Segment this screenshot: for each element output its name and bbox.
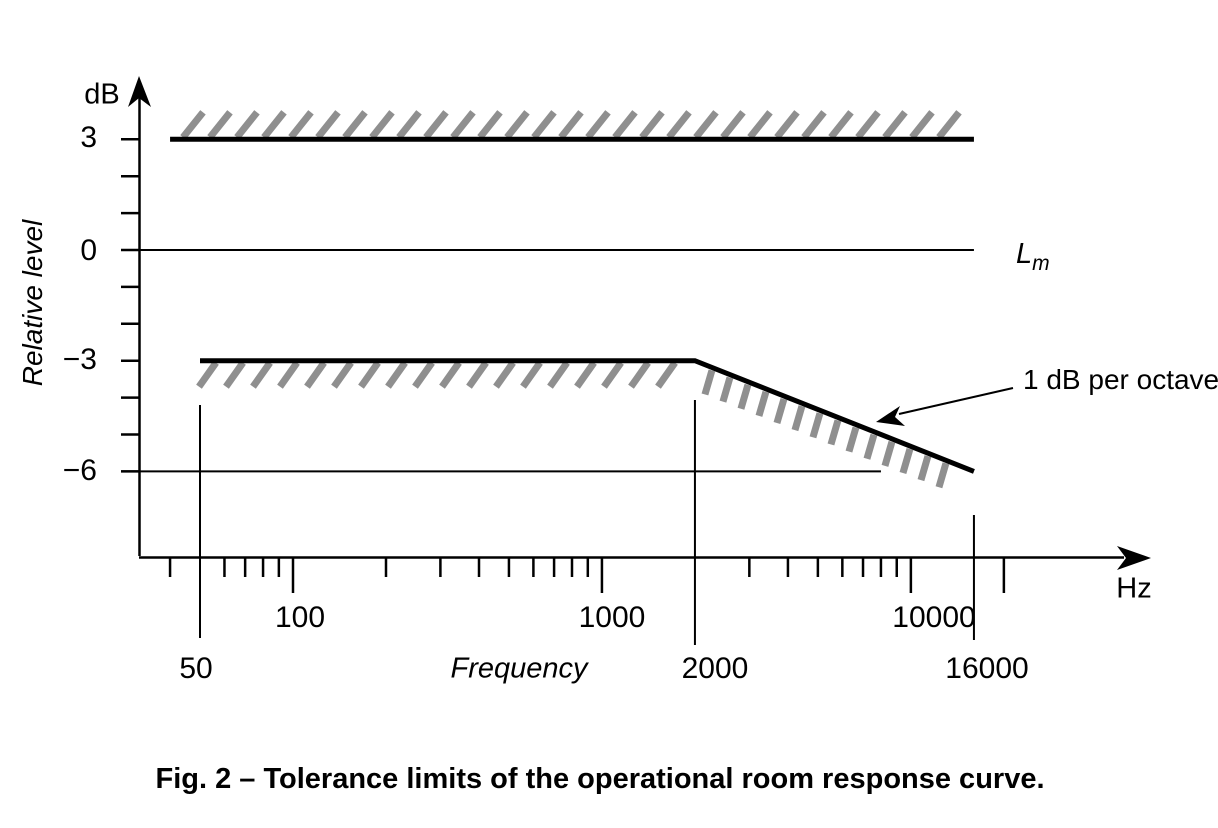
hatch-stroke-upper xyxy=(801,110,827,140)
hatch-stroke-slope xyxy=(845,426,860,453)
hatch-stroke-lower xyxy=(655,360,678,389)
hatch-stroke-upper xyxy=(234,110,260,140)
hatch-stroke-upper xyxy=(882,110,908,140)
y-tick-label-minus6: −6 xyxy=(62,454,97,487)
hatch-stroke-upper xyxy=(936,110,962,140)
hatch-stroke-upper xyxy=(315,110,341,140)
x-tick-label-10000: 10000 xyxy=(892,601,976,634)
hatch-stroke-slope xyxy=(755,390,770,417)
y-axis-arrowhead xyxy=(128,76,151,107)
reference-level-label: Lm xyxy=(1016,238,1050,276)
hatch-stroke-upper xyxy=(477,110,503,140)
hatch-stroke-upper xyxy=(774,110,800,140)
hatch-stroke-slope xyxy=(881,440,896,467)
hatch-stroke-lower xyxy=(331,360,354,389)
boundary-lines xyxy=(199,400,975,645)
hatch-stroke-upper xyxy=(261,110,287,140)
x-bound-label-16000: 16000 xyxy=(945,652,1029,685)
hatch-stroke-upper xyxy=(288,110,314,140)
hatch-stroke-upper xyxy=(909,110,935,140)
hatch-stroke-lower xyxy=(547,360,570,389)
hatch-stroke-slope xyxy=(935,462,950,489)
annotation-arrow xyxy=(876,387,1014,426)
hatch-stroke-lower xyxy=(223,360,246,389)
hatch-stroke-slope xyxy=(737,383,752,410)
x-bound-label-2000: 2000 xyxy=(681,652,749,685)
hatch-stroke-upper xyxy=(612,110,638,140)
hatch-stroke-lower xyxy=(277,360,300,389)
hatch-stroke-lower xyxy=(628,360,651,389)
hatch-stroke-lower xyxy=(493,360,516,389)
hatch-stroke-slope xyxy=(917,455,932,482)
hatch-stroke-upper xyxy=(450,110,476,140)
reference-level-subscript: m xyxy=(1032,251,1050,275)
axes xyxy=(128,76,1151,570)
hatch-stroke-slope xyxy=(899,448,914,474)
hatch-stroke-slope xyxy=(827,419,842,446)
hatch-stroke-upper xyxy=(747,110,773,140)
tolerance-lines xyxy=(121,136,975,474)
hatch-stroke-upper xyxy=(342,110,368,140)
hatch-stroke-upper xyxy=(639,110,665,140)
hatch-stroke-upper xyxy=(531,110,557,140)
x-axis-title: Frequency xyxy=(450,652,588,685)
hatch-marks xyxy=(180,110,962,489)
lower_tolerance_limit-line xyxy=(200,358,975,474)
y-tick-label-0: 0 xyxy=(80,234,97,267)
x-axis-unit-label: Hz xyxy=(1116,572,1152,605)
hatch-stroke-upper xyxy=(666,110,692,140)
hatch-stroke-lower xyxy=(385,360,408,389)
hatch-stroke-upper xyxy=(693,110,719,140)
hatch-stroke-slope xyxy=(719,376,734,403)
hatch-stroke-lower xyxy=(250,360,273,389)
figure-caption: Fig. 2 – Tolerance limits of the operati… xyxy=(155,763,1045,795)
x-tick-label-100: 100 xyxy=(274,601,326,634)
hatch-stroke-upper xyxy=(180,110,206,140)
y-axis-unit-label: dB xyxy=(84,78,120,111)
hatch-stroke-lower xyxy=(574,360,597,389)
hatch-stroke-lower xyxy=(358,360,381,389)
hatch-stroke-upper xyxy=(828,110,854,140)
hatch-stroke-upper xyxy=(207,110,233,140)
hatch-stroke-lower xyxy=(466,360,489,389)
hatch-stroke-upper xyxy=(855,110,881,140)
hatch-stroke-upper xyxy=(504,110,530,140)
hatch-stroke-slope xyxy=(809,412,824,439)
hatch-stroke-lower xyxy=(412,360,435,389)
hatch-stroke-lower xyxy=(196,360,219,389)
hatch-stroke-upper xyxy=(423,110,449,140)
x-tick-label-1000: 1000 xyxy=(578,601,646,634)
hatch-stroke-upper xyxy=(369,110,395,140)
hatch-stroke-upper xyxy=(585,110,611,140)
hatch-stroke-lower xyxy=(304,360,327,389)
hatch-stroke-slope xyxy=(773,398,788,424)
hatch-stroke-lower xyxy=(439,360,462,389)
reference-level-symbol: L xyxy=(1016,238,1033,271)
annotation-leader-line xyxy=(898,387,1014,415)
x-bound-label-50: 50 xyxy=(179,652,213,685)
slope-annotation-text: 1 dB per octave xyxy=(1023,364,1218,395)
hatch-stroke-upper xyxy=(558,110,584,140)
y-tick-label-3: 3 xyxy=(80,121,97,154)
hatch-stroke-slope xyxy=(701,369,716,396)
annotation-arrowhead xyxy=(876,406,905,426)
hatch-stroke-lower xyxy=(520,360,543,389)
hatch-stroke-slope xyxy=(791,405,806,432)
x-axis-arrowhead xyxy=(1117,546,1151,570)
hatch-stroke-lower xyxy=(601,360,624,389)
hatch-stroke-upper xyxy=(720,110,746,140)
hatch-stroke-upper xyxy=(396,110,422,140)
y-tick-label-minus3: −3 xyxy=(62,343,97,376)
hatch-stroke-slope xyxy=(863,433,878,460)
